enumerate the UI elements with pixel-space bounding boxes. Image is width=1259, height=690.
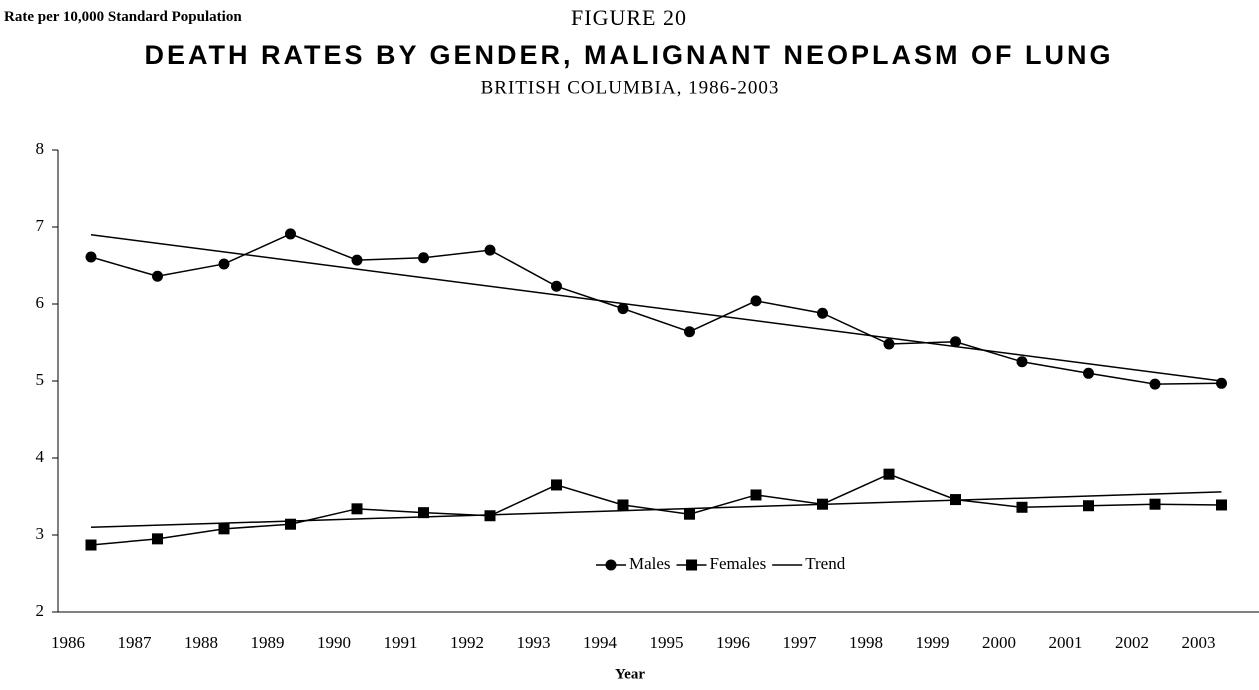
point	[950, 336, 961, 348]
x-tick-label: 2002	[1115, 633, 1149, 652]
point	[1083, 500, 1094, 512]
point	[152, 270, 163, 282]
point	[817, 498, 828, 510]
series-line	[90, 233, 1222, 385]
x-tick-label: 1997	[783, 633, 818, 652]
x-tick-label: 1990	[317, 633, 351, 652]
legend-label: Females	[710, 554, 767, 573]
series-line	[90, 473, 1222, 546]
y-tick-label: 7	[36, 216, 45, 235]
chart-subtitle: DEATH RATES BY GENDER, MALIGNANT NEOPLAS…	[144, 40, 1113, 70]
x-tick-label: 1988	[184, 633, 218, 652]
point	[484, 510, 496, 522]
point	[617, 499, 629, 511]
point	[351, 503, 363, 515]
x-tick-label: 1999	[916, 633, 950, 652]
point	[218, 523, 230, 535]
x-tick-label: 1998	[849, 633, 883, 652]
y-tick-label: 8	[36, 139, 45, 158]
point	[551, 479, 562, 491]
point	[551, 280, 562, 292]
point	[418, 507, 429, 519]
point	[684, 508, 695, 520]
point	[1016, 356, 1028, 368]
point	[617, 303, 629, 315]
point	[750, 295, 762, 307]
point	[1083, 367, 1094, 379]
point	[218, 258, 230, 270]
point	[152, 533, 163, 545]
x-tick-label: 2003	[1182, 633, 1216, 652]
point	[1216, 377, 1227, 389]
x-tick-label: 1995	[650, 633, 684, 652]
point	[686, 559, 698, 571]
y-tick-label: 4	[36, 447, 45, 466]
x-tick-label: 1991	[384, 633, 418, 652]
point	[883, 468, 895, 480]
point	[883, 338, 895, 350]
y-tick-label: 3	[36, 524, 45, 543]
point	[950, 494, 961, 506]
point	[1016, 501, 1028, 513]
chart-title: FIGURE 20	[571, 5, 687, 30]
point	[1149, 498, 1161, 510]
point	[484, 244, 496, 256]
x-tick-label: 1992	[450, 633, 484, 652]
point	[285, 228, 296, 240]
point	[85, 251, 97, 263]
point	[1149, 378, 1161, 390]
chart-caption: BRITISH COLUMBIA, 1986-2003	[481, 77, 780, 98]
point	[750, 489, 762, 501]
point	[817, 307, 828, 319]
x-tick-label: 2001	[1049, 633, 1083, 652]
point	[85, 539, 97, 551]
y-tick-label: 5	[36, 370, 45, 389]
x-tick-label: 1986	[51, 633, 85, 652]
y-tick-label: 2	[36, 601, 45, 620]
x-tick-label: 1994	[583, 633, 618, 652]
x-tick-label: 1993	[517, 633, 551, 652]
point	[418, 252, 429, 264]
y-axis-label: Rate per 10,000 Standard Population	[4, 9, 242, 25]
legend-label: Trend	[805, 554, 845, 573]
point	[351, 254, 363, 266]
point	[684, 326, 695, 338]
x-axis-label: Year	[615, 666, 645, 682]
point	[285, 518, 296, 530]
point	[1216, 499, 1227, 511]
x-tick-label: 1987	[118, 633, 153, 652]
point	[605, 559, 617, 571]
x-tick-label: 1989	[251, 633, 285, 652]
x-tick-label: 2000	[982, 633, 1016, 652]
y-tick-label: 6	[36, 293, 45, 312]
legend-label: Males	[629, 554, 671, 573]
trend-line	[90, 233, 1222, 382]
x-tick-label: 1996	[716, 633, 750, 652]
